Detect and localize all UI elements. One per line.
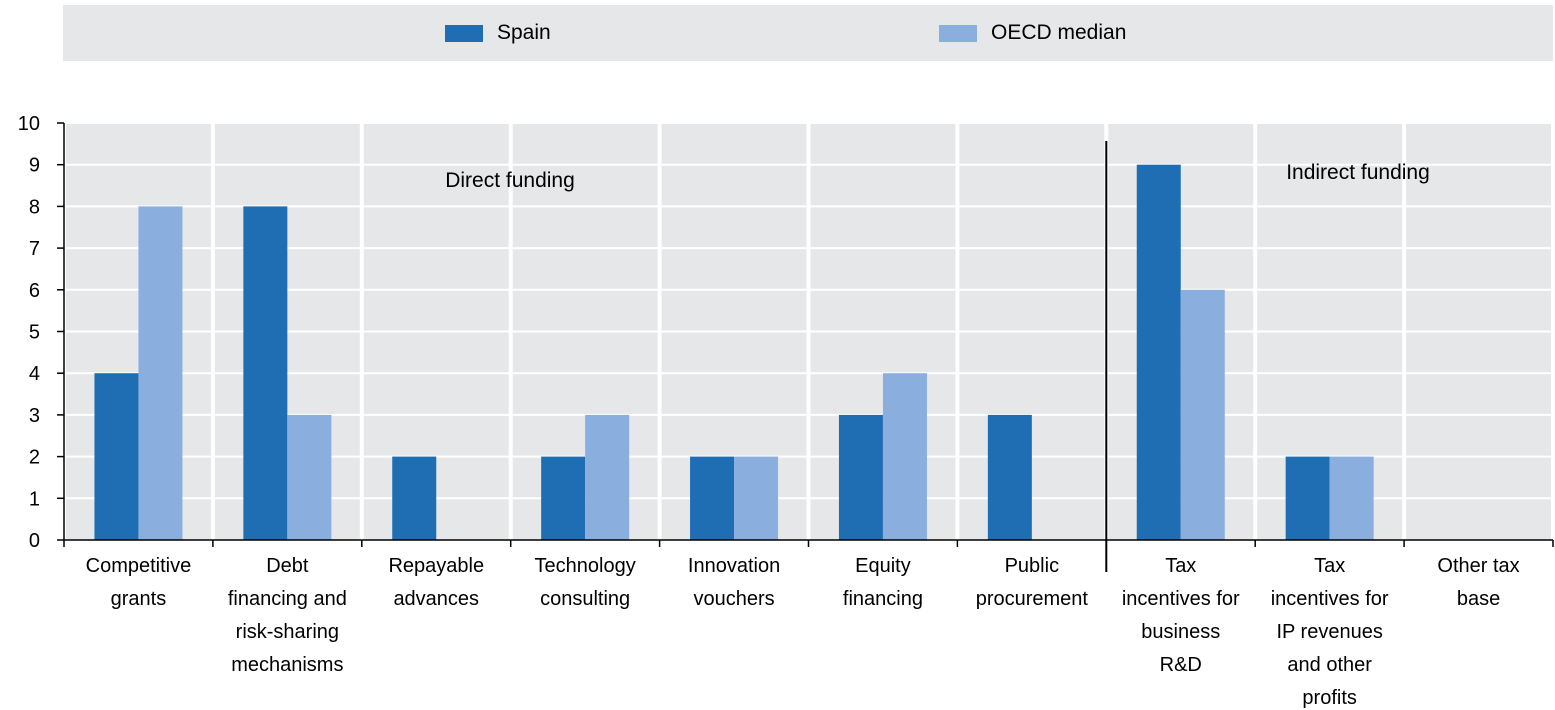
bar-spain	[987, 414, 1032, 540]
bar-oecd-median	[585, 414, 630, 540]
y-tick-label: 10	[18, 113, 40, 135]
x-tick-label: Public procurement	[976, 555, 1089, 610]
y-tick-label: 3	[29, 405, 40, 427]
bar-oecd-median	[1180, 289, 1225, 540]
x-tick-label: Repayable advances	[388, 555, 484, 610]
y-tick-label: 1	[29, 488, 40, 510]
bar-spain	[1136, 164, 1181, 540]
x-tick-label: Other tax base	[1437, 555, 1519, 610]
x-tick-label: Tax incentives for business R&D	[1122, 555, 1240, 676]
bar-oecd-median	[138, 206, 183, 540]
bar-oecd-median	[882, 373, 927, 540]
bar-oecd-median	[1329, 456, 1374, 540]
legend-label-oecd: OECD median	[991, 21, 1127, 44]
x-tick-label: Debt financing and risk-sharing mechanisms	[228, 555, 347, 676]
bar-spain	[690, 456, 735, 540]
y-tick-label: 6	[29, 280, 40, 302]
y-tick-label: 9	[29, 155, 40, 177]
y-tick-label: 5	[29, 322, 40, 344]
bar-spain	[1285, 456, 1330, 540]
legend-item-spain: Spain	[445, 5, 551, 61]
y-tick-label: 8	[29, 196, 40, 218]
x-tick-label: Innovation vouchers	[688, 555, 780, 610]
x-tick-label: Competitive grants	[86, 555, 192, 610]
annotation-direct-funding: Direct funding	[445, 169, 575, 192]
legend: Spain OECD median	[63, 5, 1553, 61]
bar-spain	[392, 456, 437, 540]
legend-swatch-spain	[445, 24, 483, 42]
bar-spain	[838, 414, 883, 540]
bar-spain	[541, 456, 586, 540]
y-tick-label: 4	[29, 363, 40, 385]
legend-label-spain: Spain	[497, 21, 551, 44]
annotation-indirect-funding: Indirect funding	[1286, 161, 1430, 184]
y-tick-label: 2	[29, 447, 40, 469]
legend-swatch-oecd	[939, 24, 977, 42]
bar-oecd-median	[734, 456, 779, 540]
x-tick-label: Technology consulting	[535, 555, 636, 610]
y-tick-label: 0	[29, 530, 40, 552]
bar-oecd-median	[287, 414, 332, 540]
bar-spain	[243, 206, 288, 540]
x-tick-label: Equity financing	[843, 555, 923, 610]
x-tick-label: Tax incentives for IP revenues and other pro…	[1271, 555, 1389, 709]
bar-spain	[94, 373, 139, 540]
y-tick-label: 7	[29, 238, 40, 260]
legend-item-oecd: OECD median	[939, 5, 1126, 61]
